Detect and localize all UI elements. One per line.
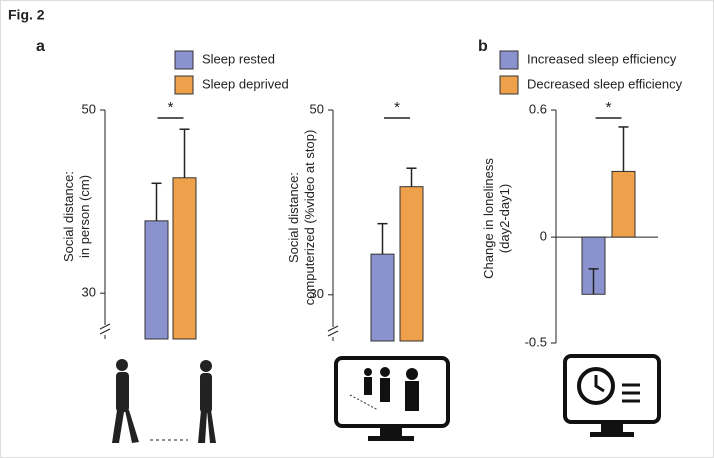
axis-break [327,325,339,337]
significance-mark: * [606,99,612,116]
y-axis-label-line: Social distance: [286,172,301,263]
y-tick-label: 0.6 [529,101,547,116]
y-tick-label: -0.5 [525,334,547,349]
significance-mark: * [394,99,400,116]
y-axis-label-line: computerized (%video at stop) [302,130,317,306]
legend-swatch [174,75,194,95]
y-tick-label: 50 [310,101,324,116]
panel-label: b [478,38,488,55]
bar [370,253,395,342]
y-tick-label: 30 [82,285,96,300]
y-axis-label-line: (day2-day1) [497,184,512,253]
bar [172,177,197,340]
panel-label: a [36,38,45,55]
bar [144,220,169,340]
bar [399,186,424,342]
clock-monitor-icon [563,354,661,437]
legend-label: Sleep rested [202,51,275,66]
bar [611,170,636,238]
legend-swatch [174,50,194,70]
y-tick-label: 50 [82,101,96,116]
y-axis-label: Social distance:in person (cm) [61,171,92,262]
significance-mark: * [168,99,174,116]
y-tick-label: 30 [310,286,324,301]
y-tick-label: 0 [540,229,547,244]
y-axis-label: Social distance:computerized (%video at … [286,130,317,306]
y-axis-label-line: Change in loneliness [481,158,496,279]
y-axis-label-line: in person (cm) [77,175,92,258]
y-axis-label: Change in loneliness(day2-day1) [481,158,512,279]
legend-label: Increased sleep efficiency [527,51,677,66]
person-icons [112,359,216,443]
legend-swatch [499,50,519,70]
monitor-icon [334,356,450,441]
legend-swatch [499,75,519,95]
figure-label: Fig. 2 [8,7,45,23]
legend-label: Decreased sleep efficiency [527,76,683,91]
legend-label: Sleep deprived [202,76,289,91]
axis-break [99,323,111,335]
y-axis-label-line: Social distance: [61,171,76,262]
